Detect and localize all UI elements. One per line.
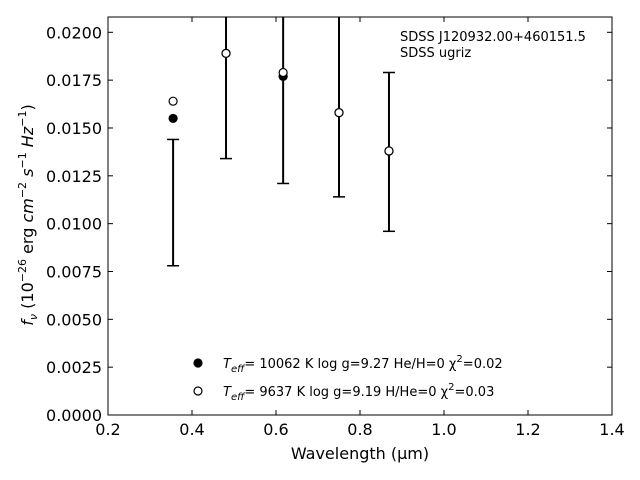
x-tick-label: 0.2 xyxy=(95,420,120,439)
model-point-db xyxy=(221,48,231,58)
y-tick-label: 0.0075 xyxy=(46,262,102,281)
x-tick-label: 1.4 xyxy=(599,420,624,439)
y-tick-label: 0.0175 xyxy=(46,71,102,90)
data-markers xyxy=(168,48,394,156)
error-bars xyxy=(167,17,395,267)
model-point-db xyxy=(334,108,344,118)
x-tick-label: 0.4 xyxy=(179,420,204,439)
x-tick-label: 1.0 xyxy=(431,420,456,439)
model-point-db xyxy=(168,96,178,106)
legend-marker xyxy=(193,386,203,396)
y-tick-label: 0.0100 xyxy=(46,215,102,234)
legend-entry: Teff= 9637 K log g=9.19 H/He=0 χ2=0.03 xyxy=(223,382,494,403)
x-tick-label: 1.2 xyxy=(515,420,540,439)
y-tick-label: 0.0125 xyxy=(46,167,102,186)
y-axis-label: fν (10−26 erg cm−2 s−1 Hz−1) xyxy=(16,104,40,325)
survey-annotation: SDSS ugriz xyxy=(400,46,471,61)
y-tick-label: 0.0150 xyxy=(46,119,102,138)
legend-marker xyxy=(193,358,203,368)
model-point-da xyxy=(168,113,178,124)
axes: 0.2 0.4 0.6 0.8 1.0 1.2 1.4 0.0000 0.0025 0.0050 0… xyxy=(46,16,625,439)
object-name-annotation: SDSS J120932.00+460151.5 xyxy=(400,30,586,45)
plot-frame xyxy=(107,16,613,416)
x-tick-label: 0.8 xyxy=(347,420,372,439)
legend-entry: Teff= 10062 K log g=9.27 He/H=0 χ2=0.02 xyxy=(223,354,503,375)
x-axis-label: Wavelength (μm) xyxy=(291,444,429,463)
y-tick-label: 0.0050 xyxy=(46,310,102,329)
y-tick-label: 0.0000 xyxy=(46,406,102,425)
y-tick-label: 0.0200 xyxy=(46,23,102,42)
model-point-db xyxy=(384,146,394,156)
y-tick-label: 0.0025 xyxy=(46,358,102,377)
x-tick-label: 0.6 xyxy=(263,420,288,439)
legend: Teff= 10062 K log g=9.27 He/H=0 χ2=0.02 T… xyxy=(193,354,503,403)
annotations: SDSS J120932.00+460151.5 SDSS ugriz xyxy=(400,30,586,61)
model-point-db xyxy=(278,67,288,78)
